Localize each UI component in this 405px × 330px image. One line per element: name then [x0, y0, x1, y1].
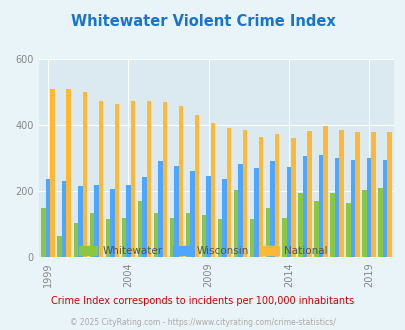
Bar [142, 177, 146, 257]
Bar [178, 106, 183, 257]
Bar [114, 104, 119, 257]
Bar [46, 179, 50, 257]
Bar [78, 186, 82, 257]
Bar [162, 102, 167, 257]
Bar [82, 92, 87, 257]
Bar [274, 134, 279, 257]
Bar [169, 218, 174, 257]
Bar [318, 155, 322, 257]
Bar [281, 218, 286, 257]
Bar [201, 214, 206, 257]
Bar [386, 132, 391, 257]
Bar [242, 130, 247, 257]
Legend: Whitewater, Wisconsin, National: Whitewater, Wisconsin, National [74, 242, 331, 260]
Bar [370, 132, 375, 257]
Bar [270, 161, 274, 257]
Bar [73, 223, 78, 257]
Bar [265, 208, 270, 257]
Bar [98, 101, 103, 257]
Bar [110, 189, 114, 257]
Bar [90, 213, 94, 257]
Bar [338, 130, 343, 257]
Bar [122, 218, 126, 257]
Bar [137, 201, 142, 257]
Bar [313, 201, 318, 257]
Bar [66, 89, 71, 257]
Bar [206, 176, 210, 257]
Bar [130, 101, 135, 257]
Bar [361, 190, 366, 257]
Bar [329, 193, 334, 257]
Bar [286, 167, 290, 257]
Bar [217, 219, 222, 257]
Text: © 2025 CityRating.com - https://www.cityrating.com/crime-statistics/: © 2025 CityRating.com - https://www.city… [70, 318, 335, 327]
Bar [126, 185, 130, 257]
Bar [334, 158, 338, 257]
Bar [94, 185, 98, 257]
Bar [41, 208, 46, 257]
Bar [306, 131, 311, 257]
Bar [194, 115, 199, 257]
Bar [158, 161, 162, 257]
Bar [322, 126, 327, 257]
Text: Crime Index corresponds to incidents per 100,000 inhabitants: Crime Index corresponds to incidents per… [51, 296, 354, 306]
Bar [105, 219, 110, 257]
Bar [226, 128, 231, 257]
Bar [377, 188, 382, 257]
Bar [58, 236, 62, 257]
Bar [174, 166, 178, 257]
Bar [222, 179, 226, 257]
Bar [254, 168, 258, 257]
Bar [258, 137, 263, 257]
Bar [350, 160, 354, 257]
Bar [146, 101, 151, 257]
Bar [249, 219, 254, 257]
Text: Whitewater Violent Crime Index: Whitewater Violent Crime Index [70, 14, 335, 29]
Bar [153, 213, 158, 257]
Bar [302, 156, 306, 257]
Bar [354, 132, 359, 257]
Bar [382, 160, 386, 257]
Bar [238, 164, 242, 257]
Bar [297, 193, 302, 257]
Bar [62, 181, 66, 257]
Bar [190, 171, 194, 257]
Bar [185, 213, 190, 257]
Bar [366, 158, 370, 257]
Bar [345, 203, 350, 257]
Bar [290, 138, 295, 257]
Bar [50, 89, 55, 257]
Bar [210, 123, 215, 257]
Bar [233, 190, 238, 257]
